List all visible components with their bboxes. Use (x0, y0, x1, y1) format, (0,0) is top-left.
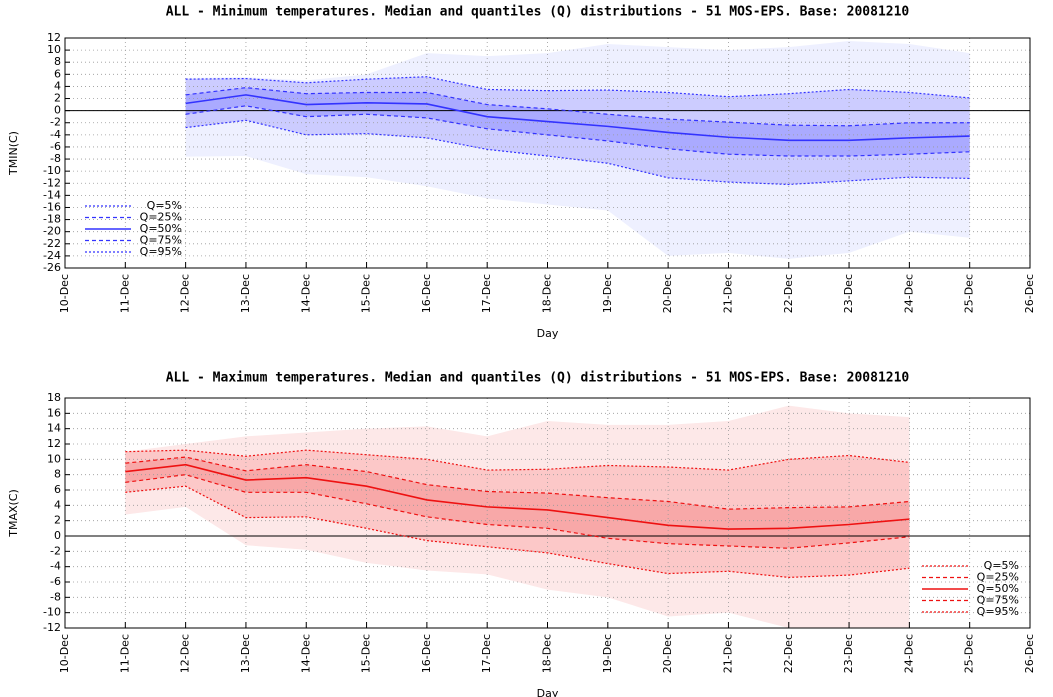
x-tick-label: 24-Dec (902, 634, 915, 673)
y-tick-label: 8 (54, 55, 61, 68)
y-tick-label: -6 (50, 575, 61, 588)
x-tick-label: 18-Dec (541, 274, 554, 313)
y-tick-label: -2 (50, 544, 61, 557)
x-tick-label: 25-Dec (963, 634, 976, 673)
quantile-line (185, 76, 970, 99)
quantile-line (185, 94, 970, 142)
y-tick-label: -10 (43, 164, 61, 177)
x-tick-label: 23-Dec (842, 274, 855, 313)
quantile-line (185, 119, 970, 186)
y-tick-label: -20 (43, 225, 61, 238)
y-tick-label: -12 (43, 621, 61, 634)
y-tick-label: 10 (47, 43, 61, 56)
x-tick-label: 24-Dec (902, 274, 915, 313)
y-tick-label: 2 (54, 92, 61, 105)
y-tick-label: -4 (50, 560, 61, 573)
y-tick-label: -26 (43, 261, 61, 274)
x-tick-label: 13-Dec (239, 274, 252, 313)
legend-label: Q=50% (140, 222, 182, 235)
y-axis-label: TMAX(C) (7, 489, 20, 538)
x-tick-label: 22-Dec (782, 274, 795, 313)
x-tick-label: 10-Dec (58, 274, 71, 313)
x-tick-label: 13-Dec (239, 634, 252, 673)
y-tick-label: -18 (43, 213, 61, 226)
x-tick-label: 11-Dec (118, 634, 131, 673)
y-tick-label: -6 (50, 140, 61, 153)
chart-title: ALL - Minimum temperatures. Median and q… (166, 5, 910, 20)
y-tick-label: -8 (50, 590, 61, 603)
y-tick-label: 16 (47, 406, 61, 419)
legend-label: Q=75% (977, 594, 1019, 607)
legend-label: Q=5% (984, 559, 1019, 572)
y-tick-label: 8 (54, 468, 61, 481)
y-tick-label: -22 (43, 237, 61, 250)
y-tick-label: -4 (50, 128, 61, 141)
y-tick-label: 2 (54, 514, 61, 527)
legend-label: Q=75% (140, 234, 182, 247)
y-tick-label: 4 (54, 79, 61, 92)
x-axis-label: Day (537, 327, 559, 340)
chart-title: ALL - Maximum temperatures. Median and q… (166, 371, 910, 386)
legend-label: Q=95% (140, 245, 182, 258)
quantile-line (185, 87, 970, 127)
quantile-line (125, 463, 910, 530)
x-tick-label: 19-Dec (601, 634, 614, 673)
y-tick-label: 0 (54, 104, 61, 117)
x-axis-label: Day (537, 687, 559, 697)
y-tick-label: -8 (50, 152, 61, 165)
x-tick-label: 14-Dec (299, 634, 312, 673)
x-tick-label: 26-Dec (1023, 274, 1036, 313)
y-tick-label: -2 (50, 116, 61, 129)
y-tick-label: 0 (54, 529, 61, 542)
legend-label: Q=25% (977, 571, 1019, 584)
legend-label: Q=5% (147, 199, 182, 212)
quantile-line (185, 105, 970, 157)
quantile-line (125, 474, 910, 549)
quantile-line (125, 449, 910, 471)
legend-label: Q=95% (977, 605, 1019, 618)
y-tick-label: -24 (43, 249, 61, 262)
x-tick-label: 15-Dec (360, 274, 373, 313)
y-tick-label: -14 (43, 188, 61, 201)
quantile-line (125, 456, 910, 510)
x-tick-label: 16-Dec (420, 274, 433, 313)
y-tick-label: 12 (47, 437, 61, 450)
x-tick-label: 17-Dec (480, 634, 493, 673)
y-tick-label: -10 (43, 606, 61, 619)
y-tick-label: 4 (54, 498, 61, 511)
plot-frame (64, 37, 1031, 269)
x-tick-label: 10-Dec (58, 634, 71, 673)
y-tick-label: 14 (47, 422, 61, 435)
y-tick-label: -12 (43, 176, 61, 189)
x-tick-label: 21-Dec (721, 634, 734, 673)
x-tick-label: 17-Dec (480, 274, 493, 313)
x-tick-label: 26-Dec (1023, 634, 1036, 673)
x-tick-label: 12-Dec (179, 634, 192, 673)
y-tick-label: 6 (54, 483, 61, 496)
x-tick-label: 23-Dec (842, 634, 855, 673)
y-tick-label: 12 (47, 31, 61, 44)
y-tick-label: 10 (47, 452, 61, 465)
x-tick-label: 21-Dec (721, 274, 734, 313)
y-tick-label: -16 (43, 200, 61, 213)
legend-label: Q=25% (140, 211, 182, 224)
y-tick-label: 18 (47, 391, 61, 404)
x-tick-label: 19-Dec (601, 274, 614, 313)
x-tick-label: 20-Dec (661, 634, 674, 673)
x-tick-label: 18-Dec (541, 634, 554, 673)
y-tick-label: 6 (54, 67, 61, 80)
x-tick-label: 16-Dec (420, 634, 433, 673)
x-tick-label: 14-Dec (299, 274, 312, 313)
legend-label: Q=50% (977, 582, 1019, 595)
plot-frame (64, 397, 1031, 629)
y-axis-label: TMIN(C) (7, 131, 20, 176)
x-tick-label: 15-Dec (360, 634, 373, 673)
x-tick-label: 12-Dec (179, 274, 192, 313)
x-tick-label: 22-Dec (782, 634, 795, 673)
x-tick-label: 11-Dec (118, 274, 131, 313)
x-tick-label: 20-Dec (661, 274, 674, 313)
x-tick-label: 25-Dec (963, 274, 976, 313)
